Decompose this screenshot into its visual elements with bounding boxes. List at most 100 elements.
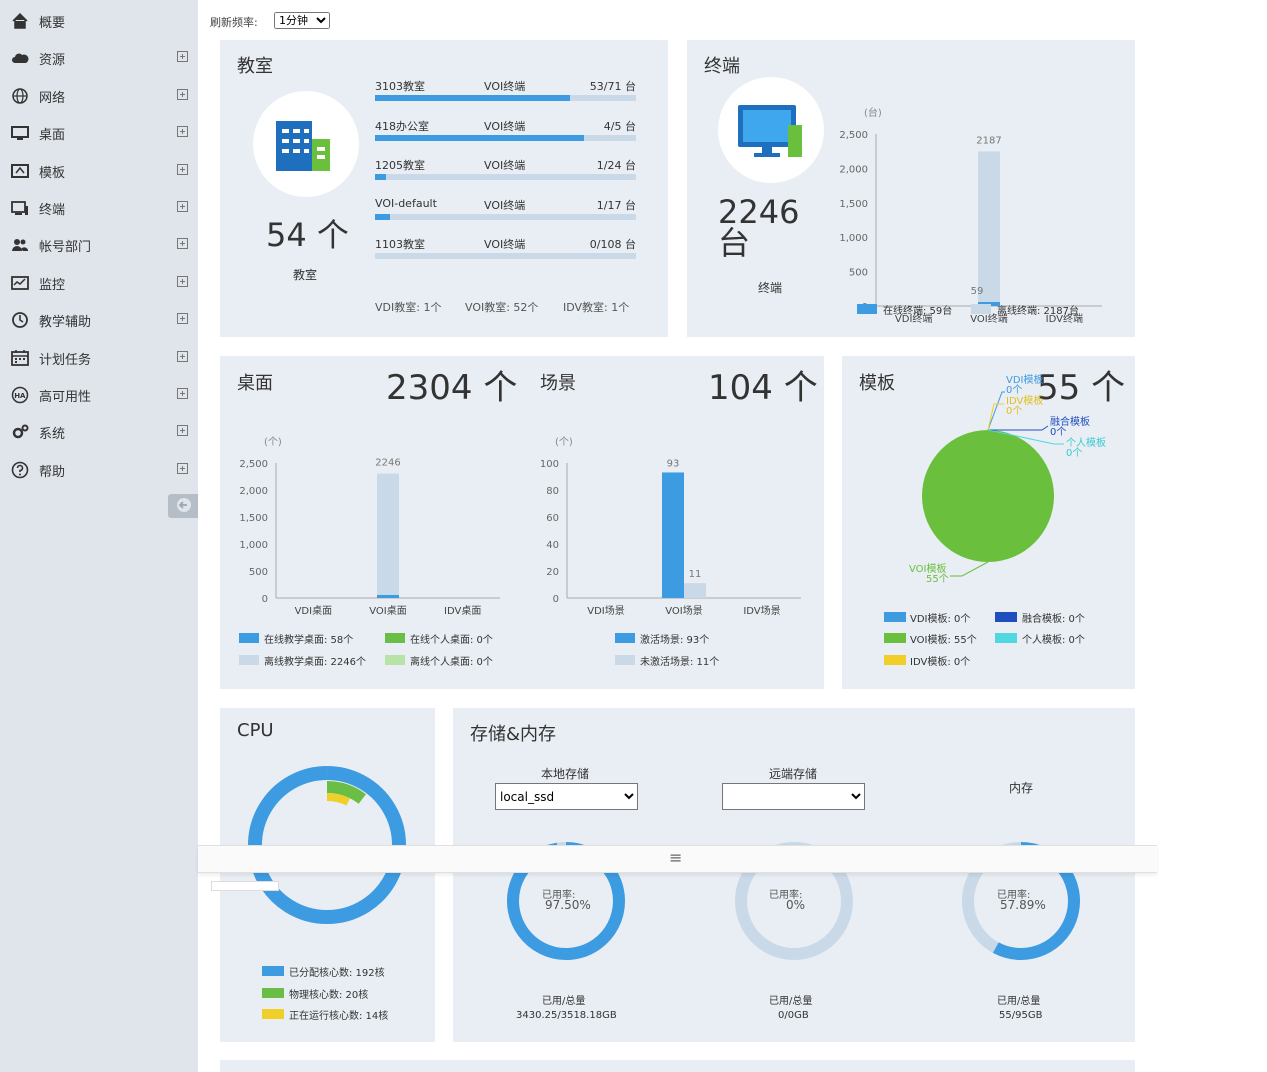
expand-plus-icon[interactable] [177, 275, 188, 287]
pie-label-voi: VOI模板 [909, 562, 947, 575]
sidebar-item-0[interactable]: 概要 [0, 2, 198, 39]
pie-label-fusion: 融合模板 [1050, 415, 1090, 428]
classroom-row-name: 3103教室 [375, 80, 425, 93]
legend-personal-template: 个人模板: 0个 [1022, 635, 1085, 646]
cloud-icon [11, 49, 29, 67]
expand-plus-icon[interactable] [177, 126, 188, 138]
drag-handle-icon[interactable]: ≡ [669, 848, 683, 867]
cpu-donut-chart [247, 766, 406, 924]
bar-value-label: 59 [971, 286, 984, 297]
expand-plus-icon[interactable] [177, 88, 188, 100]
sidebar-item-1[interactable]: 资源 [0, 39, 198, 76]
sidebar-item-5[interactable]: 终端 [0, 189, 198, 226]
sidebar-item-9[interactable]: 计划任务 [0, 339, 198, 376]
expand-plus-icon[interactable] [177, 201, 188, 212]
pie-leader-voi [950, 561, 989, 577]
ha-icon: HA [11, 386, 29, 404]
pie-label-idv: IDV模板 [1006, 394, 1043, 407]
local-total-label: 已用/总量 [542, 996, 586, 1007]
legend-fusion-template: 融合模板: 0个 [1022, 614, 1085, 625]
building-icon [276, 121, 330, 171]
classroom-row-ratio: 1/17 台 [596, 198, 636, 212]
classroom-row-type: VOI终端 [484, 159, 526, 172]
pie-label-vdi-count: 0个 [1006, 384, 1022, 396]
memory-label: 内存 [1009, 781, 1034, 795]
sidebar-item-6[interactable]: 帐号部门 [0, 226, 198, 263]
sidebar-item-10[interactable]: HA 高可用性 [0, 376, 198, 413]
overlay-input-fragment[interactable] [211, 881, 279, 891]
classroom-row-name: VOI-default [375, 196, 437, 210]
terminal-icon [11, 199, 29, 217]
sidebar-item-7[interactable]: 监控 [0, 264, 198, 301]
legend-active-scene: 激活场景: 93个 [640, 635, 710, 646]
classroom-row-ratio: 53/71 台 [589, 80, 636, 93]
sidebar-item-3[interactable]: 桌面 [0, 114, 198, 151]
classroom-row-progress [375, 95, 570, 101]
remote-storage-select[interactable] [722, 783, 865, 810]
scene-bar-chart: (个) 0 20 40 60 80 100 VDI场景 VOI场景 IDV场景 93 11 [540, 436, 801, 617]
desktop-title: 桌面 [237, 373, 273, 394]
classroom-row-track [375, 253, 636, 259]
y-tick-label: 2,000 [239, 486, 268, 497]
pie-leader-fusion [988, 425, 1049, 431]
classroom-count: 54 个 [266, 216, 349, 254]
cpu-title: CPU [237, 720, 274, 741]
x-tick-label: VDI桌面 [295, 604, 333, 617]
x-tick-label: VOI场景 [665, 604, 703, 617]
expand-plus-icon[interactable] [177, 163, 188, 175]
local-used-label: 已用率: [542, 890, 576, 901]
chart-unit-label: (个) [555, 436, 573, 448]
y-tick-label: 2,500 [239, 459, 268, 470]
sidebar-item-2[interactable]: 网络 [0, 77, 198, 114]
resize-handle-bar[interactable]: ≡ [198, 845, 1157, 873]
y-tick-label: 2,000 [839, 164, 868, 175]
sidebar-item-12[interactable]: 帮助 [0, 451, 198, 488]
pie-label-personal: 个人模板 [1066, 436, 1106, 449]
refresh-select[interactable]: 1分钟 [274, 12, 330, 29]
sidebar-item-8[interactable]: 教学辅助 [0, 301, 198, 338]
expand-plus-icon[interactable] [177, 51, 188, 63]
classroom-row-type: VOI终端 [484, 119, 526, 133]
legend-inactive-scene-swatch [615, 655, 635, 665]
expand-plus-icon[interactable] [177, 238, 188, 250]
sidebar-item-11[interactable]: 系统 [0, 413, 198, 450]
memory-total-label: 已用/总量 [997, 996, 1041, 1007]
classroom-row-track [375, 134, 636, 141]
expand-plus-icon[interactable] [177, 425, 188, 437]
y-tick-label: 60 [546, 513, 559, 524]
sidebar-item-label: 帐号部门 [39, 240, 92, 256]
classroom-row-type: VOI终端 [484, 80, 526, 93]
legend-online-personal: 在线个人桌面: 0个 [410, 635, 493, 646]
expand-plus-icon[interactable] [177, 313, 188, 325]
bar-value-label: 2246 [375, 458, 400, 469]
y-tick-label: 0 [262, 594, 268, 605]
legend-online-teaching-swatch [239, 633, 259, 643]
legend-online-personal-swatch [385, 633, 405, 643]
template-pie-chart: VDI模板 0个 IDV模板 0个 融合模板 0个 个人模板 0个 VOI模板 … [909, 373, 1106, 585]
sidebar-item-4[interactable]: 模板 [0, 152, 198, 189]
sidebar-item-label: 网络 [39, 90, 66, 106]
scene-title: 场景 [540, 373, 576, 394]
terminal-count: 2246 台 [718, 193, 800, 262]
local-storage-select[interactable]: local_ssd [495, 783, 638, 810]
sidebar-collapse-button[interactable] [168, 494, 198, 518]
cpu-card: CPU 已分配核心数: 192核 物理核心数: 20核 正在运行核心数: 14核 [220, 708, 435, 1042]
pie-slice-voi-template [922, 430, 1054, 562]
legend-allocated-cores: 已分配核心数: 192核 [289, 968, 385, 979]
sidebar: 概要资源网络桌面 模板 终端帐号部门监控 教学辅助 计划任务 HA 高可用性 系统 帮助 [0, 0, 198, 1072]
y-tick-label: 1,500 [839, 199, 868, 210]
classroom-row-track [375, 213, 636, 220]
sidebar-item-label: 概要 [39, 16, 66, 31]
terminal-title: 终端 [704, 56, 740, 77]
cpu-ring-正在运行核心数 [326, 793, 350, 806]
template-count: 55 个 [1037, 368, 1126, 408]
expand-plus-icon[interactable] [177, 350, 188, 362]
expand-plus-icon[interactable] [177, 462, 188, 474]
expand-plus-icon[interactable] [177, 388, 188, 399]
classroom-row-track [375, 95, 636, 101]
y-tick-label: 20 [546, 567, 559, 578]
remote-total-value: 0/0GB [778, 1010, 809, 1021]
legend-active-scene-swatch [615, 633, 635, 643]
bar-value-label: 11 [689, 569, 702, 580]
svg-text:HA: HA [14, 392, 26, 400]
